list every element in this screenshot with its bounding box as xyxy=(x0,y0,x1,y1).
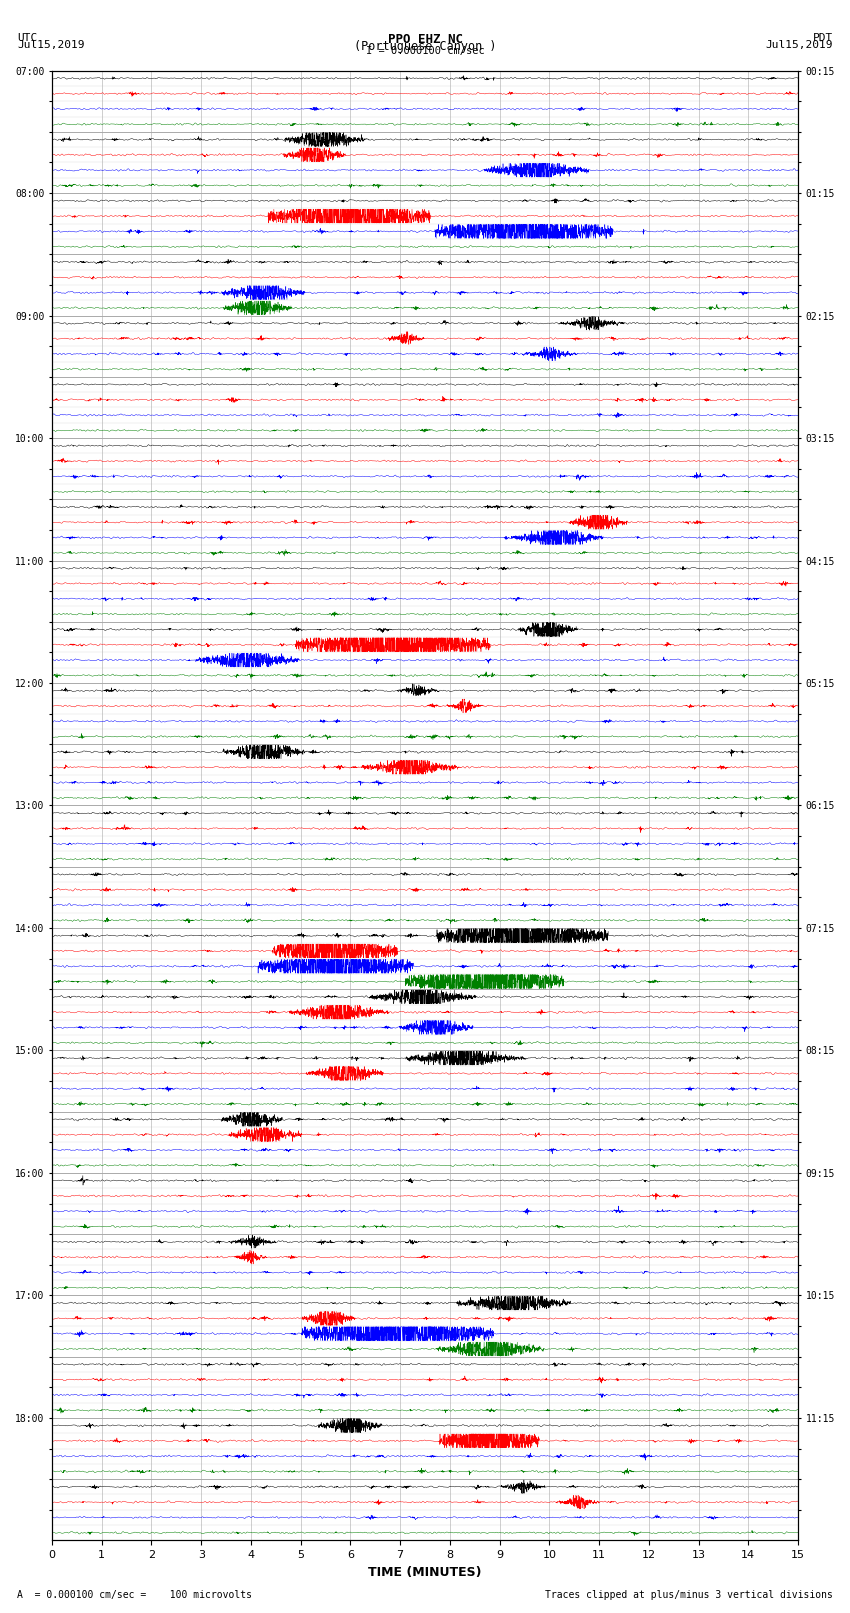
Text: UTC: UTC xyxy=(17,32,37,44)
Text: I = 0.000100 cm/sec: I = 0.000100 cm/sec xyxy=(366,45,484,56)
Text: PPO EHZ NC: PPO EHZ NC xyxy=(388,32,462,47)
Text: Jul15,2019: Jul15,2019 xyxy=(17,39,84,50)
Text: (Portuguese Canyon ): (Portuguese Canyon ) xyxy=(354,39,496,53)
X-axis label: TIME (MINUTES): TIME (MINUTES) xyxy=(368,1566,482,1579)
Text: Traces clipped at plus/minus 3 vertical divisions: Traces clipped at plus/minus 3 vertical … xyxy=(545,1590,833,1600)
Text: PDT: PDT xyxy=(813,32,833,44)
Text: Jul15,2019: Jul15,2019 xyxy=(766,39,833,50)
Text: A  = 0.000100 cm/sec =    100 microvolts: A = 0.000100 cm/sec = 100 microvolts xyxy=(17,1590,252,1600)
